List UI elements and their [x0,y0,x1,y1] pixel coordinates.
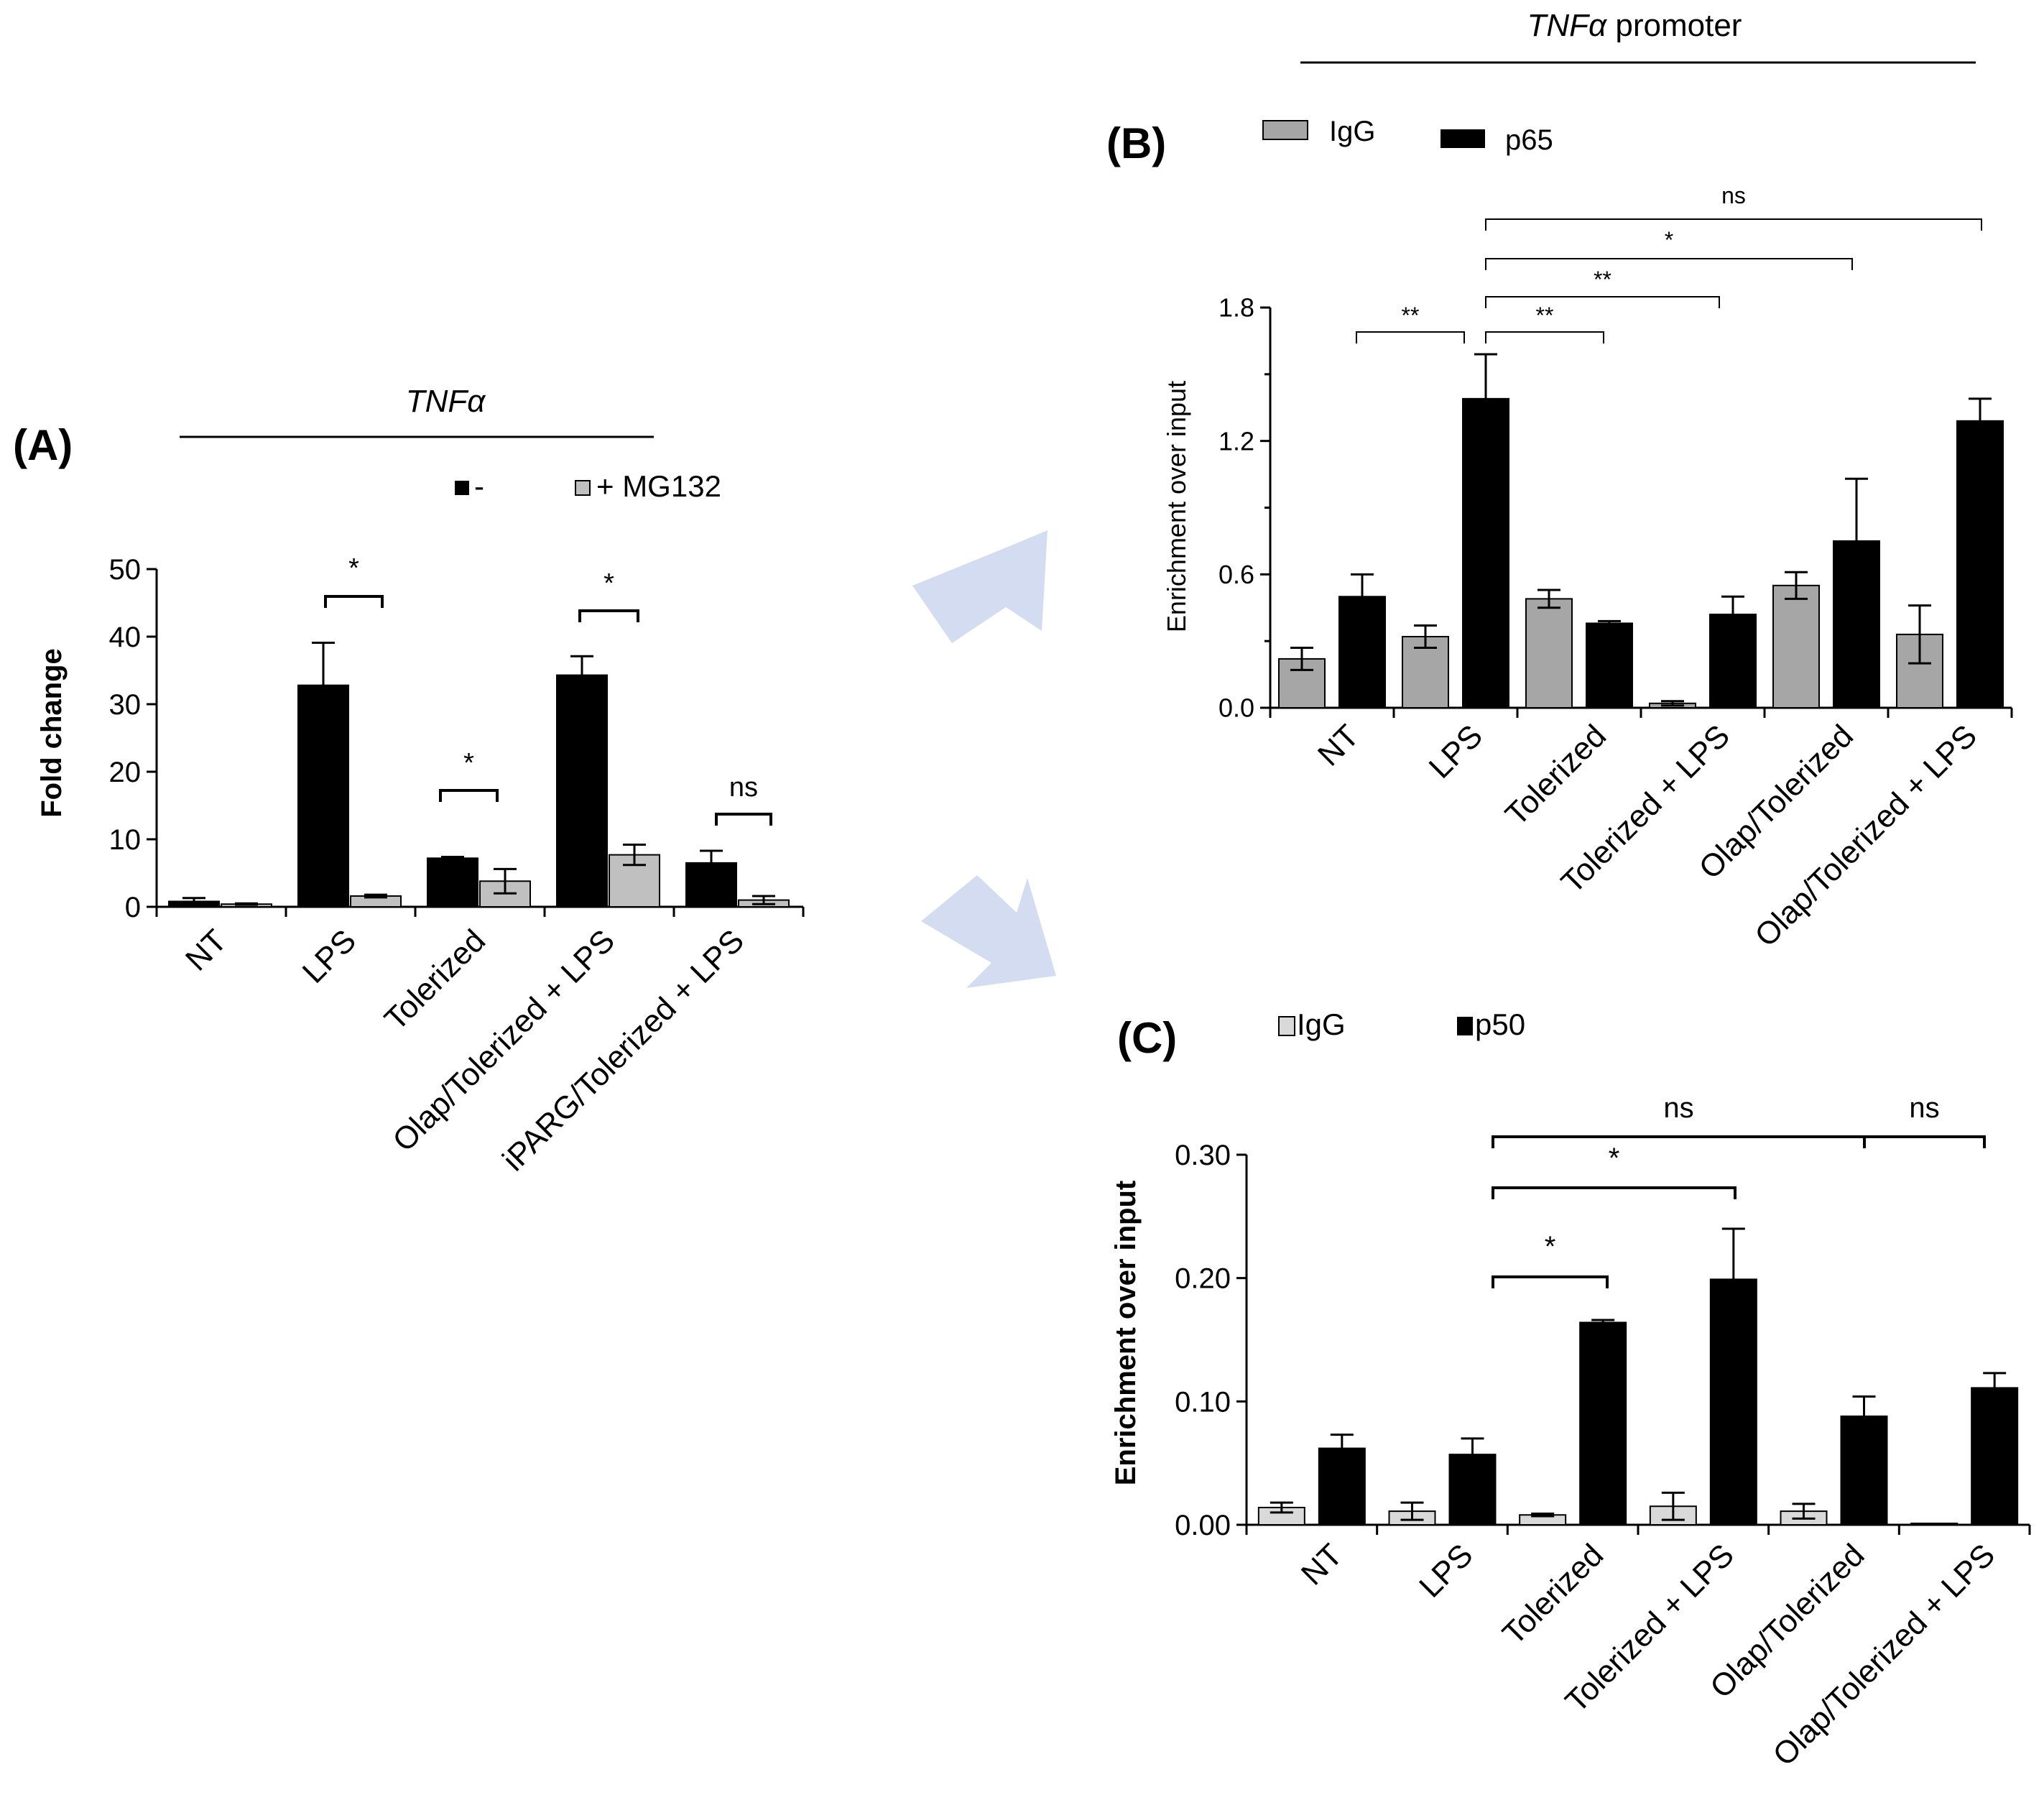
panel-b-title: TNFα promoter [1527,8,1742,43]
panel-c-x-tick-label: NT [1295,1537,1349,1592]
panel-a-significance-bracket [324,595,384,608]
panel-b-bar-p65-5 [1956,420,2004,709]
panel-c-legend-swatch-0 [1278,1016,1295,1036]
panel-c-significance-label: * [1609,1143,1620,1174]
panel-b-significance-label: ** [1594,267,1611,292]
panel-c-y-tick-label: 0.20 [1175,1263,1231,1295]
panel-c-legend-label-0: IgG [1297,1007,1346,1041]
panel-a-x-tick-label: Olap/Tolerized + LPS [386,923,621,1158]
panel-b-title-italic: TNFα [1527,8,1609,43]
panel-a-x-tick-label: iPARG/Tolerized + LPS [496,923,751,1178]
panel-b-x-tick-label: LPS [1423,718,1489,785]
panel-a-significance-label: * [348,553,359,583]
panel-b-label: (B) [1106,119,1166,167]
panel-a-bar--2 [427,857,478,908]
panel-c-significance-label: * [1545,1231,1556,1263]
panel-a-y-tick-label: 10 [109,824,142,856]
panel-c-ylabel: Enrichment over input [1110,1181,1142,1486]
arrow-down-right [921,875,1056,988]
panel-a-legend-label-1: + MG132 [596,469,721,503]
panel-a-plot: 0 10 20 30 40 50 NT LPS TolerizedOlap/Tolerized … [109,553,805,1178]
panel-a-y-tick-label: 0 [125,892,141,923]
panel-a-significance-label: ns [729,772,758,803]
panel-a-significance-label: * [604,568,614,599]
panel-b-significance-label: ** [1536,303,1554,328]
panel-c-y-tick-label: 0.10 [1175,1386,1231,1418]
panel-c-significance-label: ns [1909,1092,1939,1124]
panel-a-significance-bracket [715,813,772,826]
panel-b-significance-label: ns [1721,183,1746,208]
panel-b-significance-bracket [1485,296,1720,308]
panel-a-ylabel: Fold change [36,648,68,818]
panel-a-label: (A) [13,421,73,469]
panel-a-legend-swatch-1 [575,480,591,496]
panel-c-x-tick-label: Olap/Tolerized + LPS [1766,1537,2002,1773]
panel-a-significance-bracket [439,789,499,802]
panel-c-significance-bracket [1492,1135,1866,1148]
panel-b-ylabel: Enrichment over input [1162,381,1191,632]
panel-c-bar-p50-5 [1971,1387,2019,1526]
panel-b-bar-p65-1 [1462,397,1509,709]
panel-c-x-tick-label: Tolerized [1496,1537,1610,1651]
panel-b-bar-IgG-2 [1525,598,1573,709]
panel-c-significance-label: ns [1663,1092,1693,1124]
panel-c-significance-bracket [1492,1186,1737,1199]
panel-b-y-tick-label: 0.0 [1218,693,1254,723]
panel-b-y-tick-label: 0.6 [1218,560,1254,589]
panel-a-legend-swatch-0 [455,481,469,495]
panel-a-title: TNFα [406,384,487,419]
panel-b-legend-label-1: p65 [1505,124,1553,156]
panel-a-y-tick-label: 40 [109,622,142,653]
panel-c-significance-bracket [1863,1135,1986,1148]
panel-c-bar-p50-2 [1579,1321,1627,1526]
panel-a-y-tick-label: 20 [109,757,142,788]
panel-b-bar-IgG-4 [1772,584,1820,709]
arrow-up-right [912,530,1048,643]
panel-c-bar-IgG-5 [1910,1523,1959,1526]
panel-b-significance-bracket [1356,331,1465,343]
panel-a-legend-label-0: - [474,469,484,503]
panel-c-y-tick-label: 0.30 [1175,1140,1231,1171]
panel-a-y-tick-label: 50 [109,554,142,586]
panel-c-significance-bracket [1492,1275,1609,1288]
panel-b-x-tick-label: Tolerized [1499,718,1613,832]
panel-a-bar--3 [556,674,608,908]
panel-b-x-tick-label: Olap/Tolerized + LPS [1748,718,1984,954]
panel-c-legend-label-1: p50 [1475,1007,1525,1041]
panel-b-significance-label: ** [1402,303,1420,328]
panel-a-significance-label: * [463,748,474,778]
panel-b-significance-label: * [1665,227,1673,253]
panel-c-legend-swatch-1 [1457,1017,1473,1035]
panel-b-legend-swatch-1 [1440,129,1485,148]
panel-b-y-tick-label: 1.2 [1218,426,1254,456]
panel-b-significance-bracket [1485,331,1604,343]
panel-c-y-tick-label: 0.00 [1175,1510,1231,1541]
panel-c-label: (C) [1117,1014,1177,1062]
panel-b-legend-swatch-0 [1262,120,1308,140]
panel-a-significance-bracket [578,609,639,622]
panel-b-legend-label-0: IgG [1329,116,1375,147]
panel-b-significance-bracket [1485,258,1853,270]
panel-b-y-tick-label: 1.8 [1218,293,1254,323]
panel-a-y-tick-label: 30 [109,689,142,721]
panel-b-bar-p65-2 [1586,622,1633,709]
panel-b-x-tick-label: NT [1311,718,1366,772]
panel-b-significance-bracket [1485,218,1982,231]
panel-a-x-tick-label: LPS [296,923,363,989]
panel-b-title-plain: promoter [1606,8,1742,43]
panel-c-x-tick-label: LPS [1412,1537,1479,1604]
panel-a-x-tick-label: NT [179,923,233,977]
panel-a-x-tick-label: Tolerized [378,923,492,1037]
